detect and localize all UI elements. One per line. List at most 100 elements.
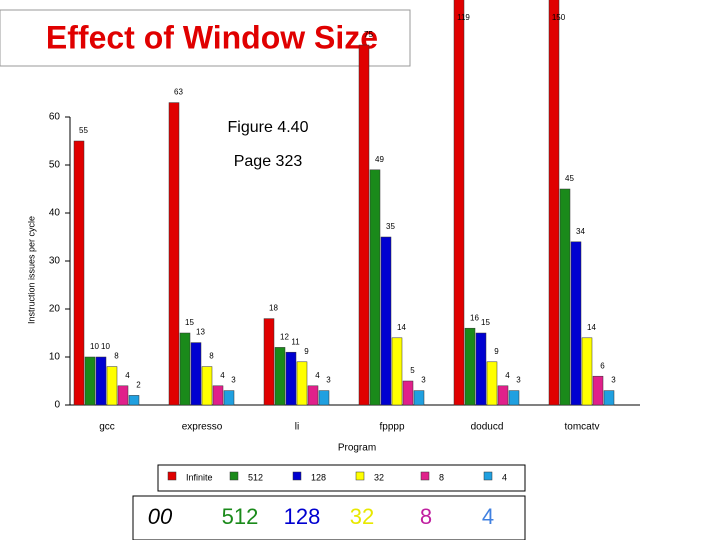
y-tick-label: 10 [49,352,61,363]
y-tick-label: 0 [54,400,60,411]
value-label: 35 [386,222,395,231]
value-label: 2 [136,381,141,390]
bar [307,385,319,406]
bar [212,385,224,406]
bar [453,0,465,406]
value-label: 13 [196,328,205,337]
value-label: 10 [90,342,99,351]
bar [95,356,107,406]
bar [559,188,571,406]
value-label: 119 [457,13,470,22]
bar [508,390,520,406]
bar [570,241,582,406]
value-label: 3 [421,376,426,385]
value-label: 75 [364,30,373,39]
legend-swatch [420,471,430,481]
bar [497,385,509,406]
bar [391,337,403,406]
value-label: 12 [280,333,289,342]
legend-swatch [355,471,365,481]
bar [263,318,275,406]
bar [464,327,476,406]
bar [581,337,593,406]
value-label: 3 [326,376,331,385]
bar [168,102,180,406]
value-label: 3 [611,376,616,385]
big-label: 512 [222,504,259,529]
x-tick-label: expresso [182,422,223,433]
bar [274,347,286,406]
bar [106,366,118,406]
big-label: 8 [420,504,432,529]
x-tick-label: tomcatv [564,422,599,433]
value-label: 15 [481,318,490,327]
bar [179,332,191,406]
bar [380,236,392,406]
bar [413,390,425,406]
value-label: 5 [410,366,415,375]
value-label: 15 [185,318,194,327]
bar [318,390,330,406]
bar [84,356,96,406]
bar [548,0,560,406]
big-label: 32 [350,504,374,529]
big-label: 00 [148,504,173,529]
legend-swatch [483,471,493,481]
value-label: 63 [174,88,183,97]
footer-box [132,495,526,540]
value-label: 4 [505,371,510,380]
value-label: 3 [231,376,236,385]
value-label: 10 [101,342,110,351]
value-label: 14 [397,323,406,332]
bar [190,342,202,406]
value-label: 6 [600,361,605,370]
legend-label: 512 [248,472,263,482]
legend-label: Infinite [186,472,213,482]
bar [296,361,308,406]
value-label: 14 [587,323,596,332]
y-tick-label: 30 [49,256,61,267]
bar [369,169,381,406]
legend-label: 32 [374,472,384,482]
value-label: 9 [494,347,499,356]
x-tick-label: doducd [471,422,504,433]
value-label: 4 [315,371,320,380]
y-tick-label: 60 [49,112,61,123]
bar [475,332,487,406]
bar [117,385,129,406]
value-label: 4 [220,371,225,380]
legend-swatch [292,471,302,481]
bar [73,140,85,406]
big-label: 128 [284,504,321,529]
y-tick-label: 50 [49,160,61,171]
value-label: 16 [470,313,479,322]
y-axis-label: Instruction issues per cycle [26,216,36,324]
value-label: 3 [516,376,521,385]
value-label: 11 [291,337,300,346]
bar [201,366,213,406]
value-label: 49 [375,155,384,164]
legend-swatch [167,471,177,481]
legend-label: 4 [502,472,507,482]
big-label: 4 [482,504,494,529]
x-tick-label: gcc [99,422,115,433]
x-tick-label: fpppp [379,422,404,433]
bar [223,390,235,406]
bar [285,351,297,406]
value-label: 8 [114,352,119,361]
legend-swatch [229,471,239,481]
value-label: 4 [125,371,130,380]
chart-title: Effect of Window Size [46,19,378,55]
bar [358,44,370,406]
x-axis-label: Program [338,443,376,454]
legend-box [157,464,526,492]
value-label: 55 [79,126,88,135]
bar [592,375,604,406]
value-label: 9 [304,347,309,356]
value-label: 18 [269,304,278,313]
legend-label: 8 [439,472,444,482]
bar [128,395,140,406]
annotation: Page 323 [234,153,303,170]
y-tick-label: 40 [49,208,61,219]
